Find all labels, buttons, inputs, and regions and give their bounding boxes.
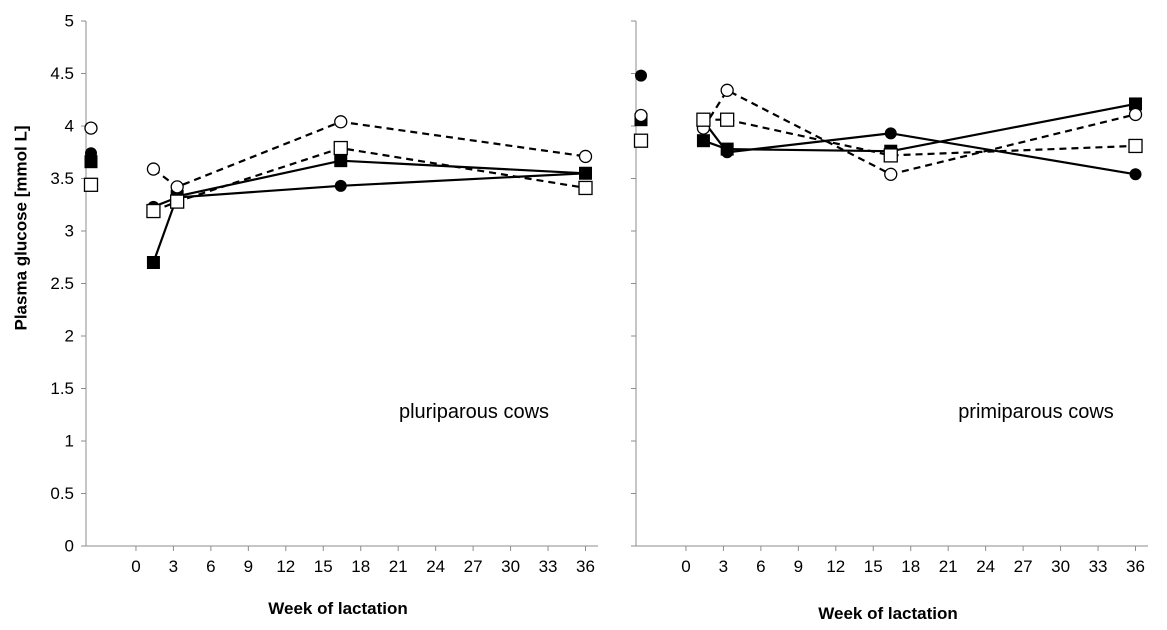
x-tick-label: 21 — [939, 557, 958, 576]
x-axis-title: Week of lactation — [268, 599, 408, 618]
data-point-filled-circle — [1129, 168, 1142, 181]
x-tick-label: 12 — [826, 557, 845, 576]
series-open-square — [633, 112, 1143, 163]
x-tick-label: 30 — [501, 557, 520, 576]
x-tick-label: 3 — [169, 557, 178, 576]
x-tick-label: 0 — [681, 557, 690, 576]
data-point-filled-circle — [334, 179, 347, 192]
series-line — [702, 120, 1136, 176]
series-line — [703, 102, 1136, 153]
data-point-open-square — [696, 112, 711, 127]
data-point-open-circle — [170, 180, 184, 194]
data-point-open-circle — [334, 115, 348, 129]
x-tick-label: 33 — [539, 557, 558, 576]
data-point-filled-square — [696, 134, 710, 148]
chart-panels: 00.511.522.533.544.550 3 6 9 12 15 18 21 24 27 30 3… — [50, 12, 1148, 623]
y-tick-label: 3 — [65, 222, 74, 241]
data-point-open-square — [83, 177, 99, 192]
series-filled-circle — [634, 69, 1142, 181]
y-tick-label: 2 — [65, 327, 74, 346]
x-tick-label: 9 — [244, 557, 253, 576]
data-point-open-circle — [578, 149, 593, 164]
data-point-open-square — [170, 194, 185, 209]
y-axis-title: Plasma glucose [mmol L] — [11, 126, 30, 331]
y-tick-label: 4.5 — [50, 64, 74, 83]
data-point-open-circle — [720, 83, 734, 97]
data-point-filled-square — [334, 154, 348, 168]
x-tick-label: 3 — [719, 557, 728, 576]
series-filled-square — [634, 97, 1143, 158]
y-tick-label: 0.5 — [50, 484, 74, 503]
series-line — [152, 172, 586, 208]
x-tick-label: 18 — [901, 557, 920, 576]
x-tick-label: 15 — [864, 557, 883, 576]
x-tick-label: 36 — [576, 557, 595, 576]
series-open-circle — [84, 115, 593, 194]
series-line — [703, 118, 1136, 157]
data-point-filled-circle — [884, 127, 897, 140]
series-open-square — [83, 140, 593, 219]
data-point-open-circle — [146, 162, 161, 176]
y-tick-label: 1 — [65, 432, 74, 451]
series-filled-square — [84, 154, 593, 269]
x-tick-label: 24 — [426, 557, 445, 576]
x-tick-label: 33 — [1089, 557, 1108, 576]
data-point-filled-square — [1129, 97, 1143, 111]
x-tick-label: 27 — [464, 557, 483, 576]
x-tick-label: 6 — [206, 557, 215, 576]
data-point-open-square — [1128, 138, 1143, 154]
data-point-open-circle — [634, 108, 648, 123]
x-tick-label: 21 — [389, 557, 408, 576]
x-tick-label: 30 — [1051, 557, 1070, 576]
y-tick-label: 3.5 — [50, 169, 74, 188]
y-tick-label: 4 — [65, 117, 74, 136]
data-point-open-square — [720, 112, 735, 127]
panel-annotation: pluriparous cows — [399, 401, 549, 423]
x-tick-label: 27 — [1014, 557, 1033, 576]
x-tick-label: 0 — [131, 557, 140, 576]
x-tick-label: 12 — [276, 557, 295, 576]
data-point-open-square — [578, 180, 593, 196]
y-axis-title-text: Plasma glucose [mmol L] — [11, 126, 30, 331]
data-point-open-circle — [1128, 107, 1143, 122]
series-line — [702, 88, 1136, 176]
x-tick-label: 18 — [351, 557, 370, 576]
data-point-filled-circle — [634, 69, 647, 82]
y-tick-label: 5 — [65, 12, 74, 31]
x-tick-label: 36 — [1126, 557, 1145, 576]
series-line — [152, 120, 586, 189]
data-point-open-circle — [84, 121, 98, 135]
data-point-open-square — [333, 140, 348, 156]
series-line — [152, 159, 586, 263]
x-tick-label: 24 — [976, 557, 995, 576]
x-tick-label: 6 — [756, 557, 765, 576]
data-point-open-square — [146, 203, 161, 219]
data-point-open-square — [883, 148, 898, 163]
panel-1: 00.511.522.533.544.550 3 6 9 12 15 18 21 24 27 30 3… — [50, 12, 598, 618]
data-point-filled-square — [146, 256, 160, 269]
data-point-filled-square — [720, 142, 734, 156]
panel-annotation: primiparous cows — [958, 401, 1114, 423]
y-tick-label: 2.5 — [50, 274, 74, 293]
x-tick-label: 15 — [314, 557, 333, 576]
x-tick-label: 9 — [794, 557, 803, 576]
x-axis-title: Week of lactation — [818, 604, 958, 623]
data-point-open-square — [633, 133, 649, 148]
y-tick-label: 0 — [65, 537, 74, 556]
data-point-open-circle — [884, 167, 898, 181]
series-line — [152, 146, 586, 213]
y-tick-label: 1.5 — [50, 379, 74, 398]
data-point-filled-square — [579, 166, 593, 180]
data-point-filled-square — [84, 155, 98, 169]
